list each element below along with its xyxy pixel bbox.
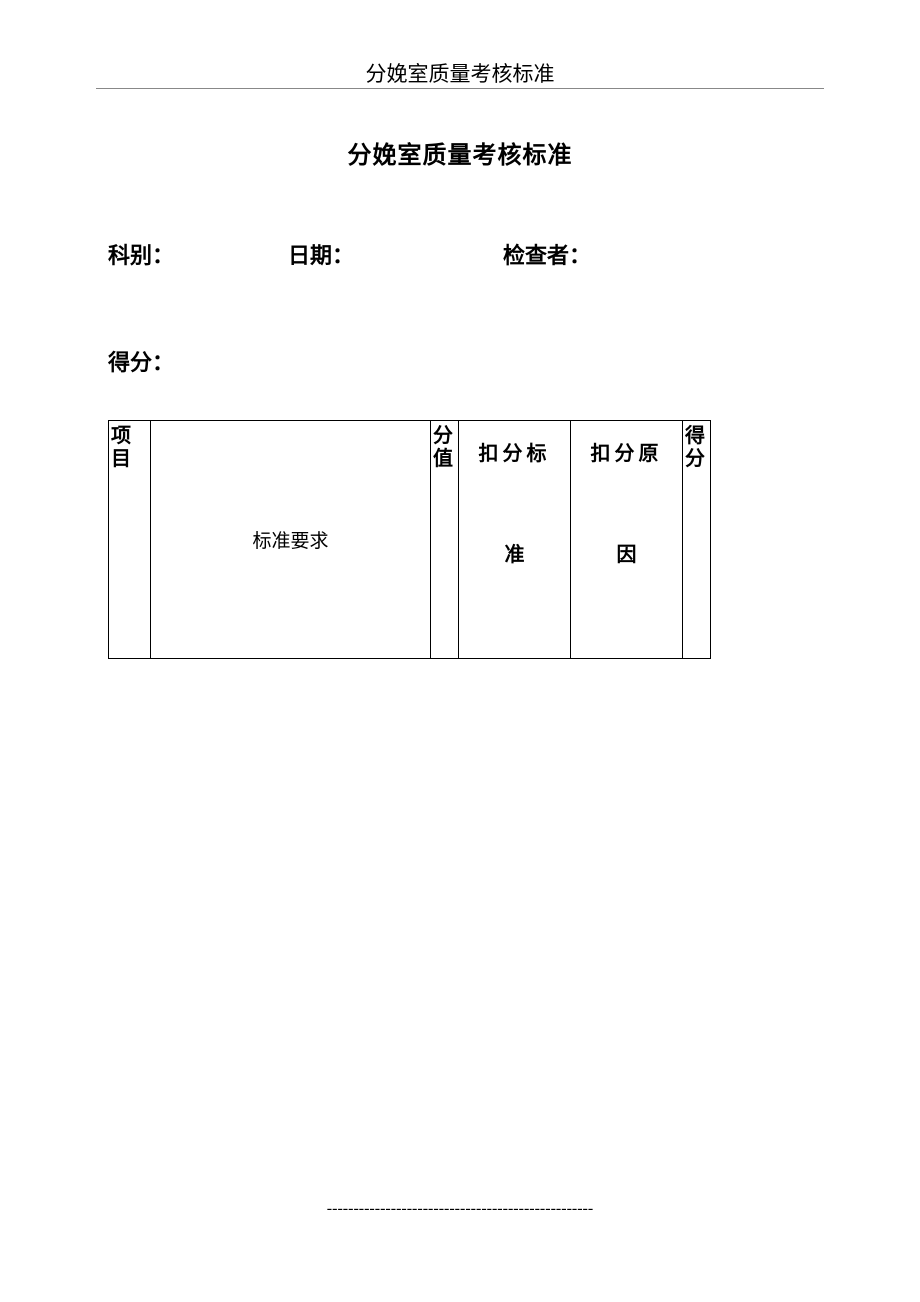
project-label: 项目 bbox=[111, 425, 148, 471]
col-standard-header: 标准要求 bbox=[151, 421, 431, 659]
deduct-std-top: 扣分标 bbox=[461, 437, 568, 466]
header-underline bbox=[96, 88, 824, 89]
dashes-text: ----------------------------------------… bbox=[327, 1200, 593, 1217]
deduct-std-bottom: 准 bbox=[461, 538, 568, 567]
final-score-label: 得分 bbox=[685, 425, 708, 471]
footer-dashes: ----------------------------------------… bbox=[96, 1200, 824, 1218]
standard-req-label: 标准要求 bbox=[252, 531, 328, 552]
deduct-reason-bottom: 因 bbox=[573, 538, 680, 567]
title-text: 分娩室质量考核标准 bbox=[348, 143, 573, 169]
assessment-table: 项目 标准要求 分值 扣分标 准 扣分原 因 得分 bbox=[108, 420, 711, 659]
department-label: 科别： bbox=[108, 238, 288, 270]
score-value-label: 分值 bbox=[433, 425, 456, 471]
document-title: 分娩室质量考核标准 bbox=[96, 135, 824, 170]
score-row: 得分： bbox=[108, 345, 174, 377]
col-final-score-header: 得分 bbox=[683, 421, 711, 659]
score-label: 得分： bbox=[108, 350, 174, 375]
col-deduct-reason-header: 扣分原 因 bbox=[571, 421, 683, 659]
col-score-value-header: 分值 bbox=[431, 421, 459, 659]
col-project-header: 项目 bbox=[109, 421, 151, 659]
date-label: 日期： bbox=[288, 238, 503, 270]
info-row: 科别： 日期： 检查者： bbox=[108, 238, 824, 270]
col-deduct-std-header: 扣分标 准 bbox=[459, 421, 571, 659]
table-header-row: 项目 标准要求 分值 扣分标 准 扣分原 因 得分 bbox=[109, 421, 711, 659]
header-text: 分娩室质量考核标准 bbox=[366, 62, 555, 86]
inspector-label: 检查者： bbox=[503, 238, 824, 270]
deduct-reason-top: 扣分原 bbox=[573, 437, 680, 466]
